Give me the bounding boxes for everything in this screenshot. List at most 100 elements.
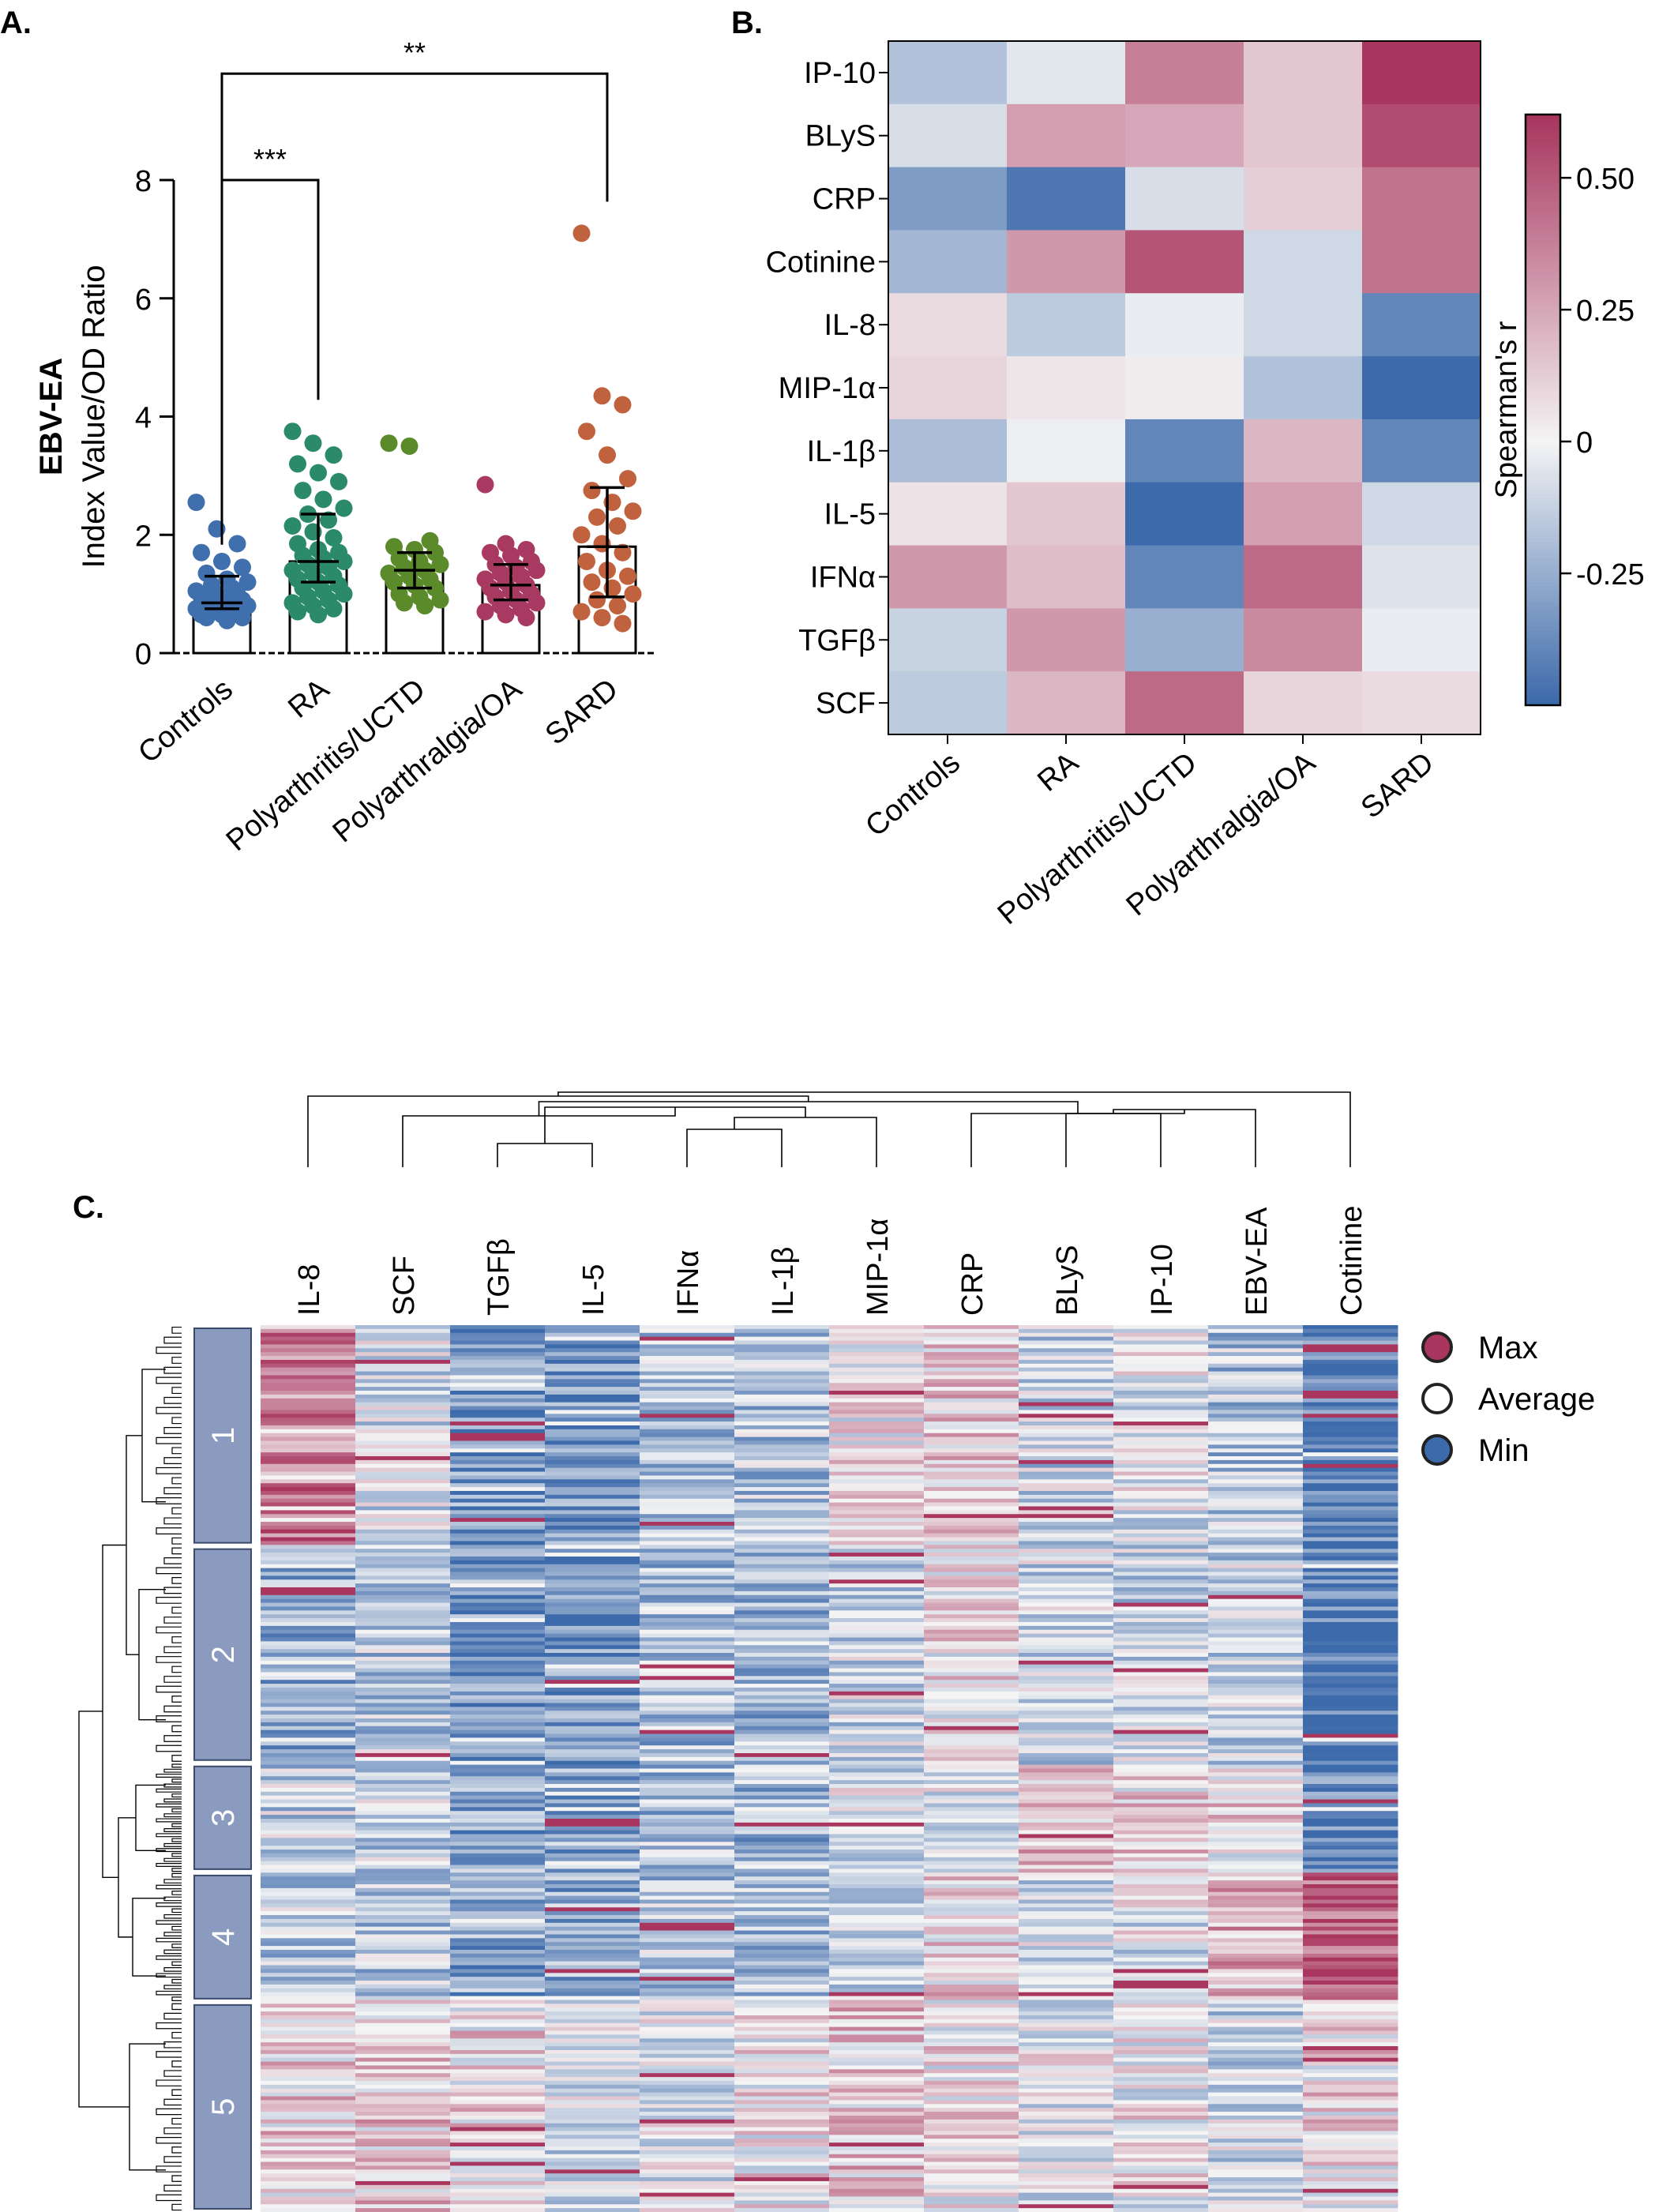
- c-cell: [1019, 1949, 1114, 1955]
- c-cell: [1303, 1421, 1398, 1426]
- c-cell: [1113, 1590, 1209, 1596]
- b-colorbar-step: [1526, 242, 1560, 248]
- c-cell: [1019, 1915, 1114, 1920]
- c-cell: [261, 1953, 356, 1959]
- c-cell: [1019, 1680, 1114, 1684]
- c-cell: [355, 1861, 451, 1866]
- c-cell: [1303, 1629, 1398, 1635]
- c-cell: [545, 2022, 640, 2028]
- c-cell: [450, 1572, 546, 1576]
- c-cell: [1303, 1328, 1398, 1334]
- c-cell: [1208, 1969, 1304, 1974]
- c-cell: [1303, 1545, 1398, 1549]
- c-cell: [545, 1606, 640, 1611]
- c-cell: [640, 1429, 735, 1434]
- c-cell: [1113, 1579, 1209, 1584]
- c-cell: [734, 1733, 830, 1739]
- c-cell: [1113, 1787, 1209, 1793]
- c-cell: [545, 1680, 640, 1684]
- b-colorbar-step: [1526, 124, 1560, 130]
- c-cell: [450, 1907, 546, 1912]
- c-cell: [1019, 2146, 1114, 2151]
- c-cell: [734, 1514, 830, 1519]
- c-dendro-left-leaf: [171, 1868, 182, 1872]
- c-cell: [355, 1575, 451, 1580]
- c-cell: [545, 2092, 640, 2097]
- c-cell: [355, 1502, 451, 1508]
- c-cell: [1303, 1564, 1398, 1569]
- c-cell: [1303, 2135, 1398, 2139]
- c-cell: [1208, 1383, 1304, 1388]
- c-cell: [1019, 1479, 1114, 1484]
- c-cell: [1113, 2019, 1209, 2024]
- c-cell: [450, 1649, 546, 1654]
- c-cell: [355, 1911, 451, 1916]
- c-cell: [545, 1456, 640, 1461]
- c-cell: [261, 1487, 356, 1492]
- c-cell: [545, 2084, 640, 2090]
- c-cell: [734, 1918, 830, 1924]
- c-cell: [1303, 1953, 1398, 1959]
- b-cell: [1125, 103, 1244, 168]
- c-cell: [829, 1887, 925, 1893]
- c-cell: [355, 1352, 451, 1357]
- c-cell: [261, 1352, 356, 1357]
- c-cell: [640, 1911, 735, 1916]
- c-cell: [261, 1684, 356, 1688]
- c-cell: [1019, 1363, 1114, 1369]
- c-cell: [640, 1575, 735, 1580]
- c-cell: [924, 1494, 1019, 1500]
- c-cell: [1303, 1915, 1398, 1920]
- c-cell: [1208, 1587, 1304, 1592]
- c-cell: [829, 2042, 925, 2047]
- c-cell: [1113, 1436, 1209, 1442]
- c-cell: [261, 1414, 356, 1418]
- c-cell: [1303, 1402, 1398, 1407]
- c-cell: [1303, 1359, 1398, 1365]
- c-cell: [261, 2026, 356, 2032]
- a-point: [396, 594, 413, 612]
- c-cell: [1019, 1811, 1114, 1816]
- c-cell: [640, 1737, 735, 1742]
- b-colorbar-frame: [1524, 113, 1562, 707]
- b-colorbar-step: [1526, 640, 1560, 647]
- a-point: [578, 552, 595, 570]
- c-cell: [829, 1633, 925, 1639]
- c-cell: [1303, 1637, 1398, 1642]
- c-cell: [734, 2057, 830, 2063]
- c-cell: [355, 1656, 451, 1662]
- c-cell: [1208, 1375, 1304, 1380]
- c-cell: [261, 2049, 356, 2055]
- c-cell: [829, 1610, 925, 1615]
- c-cell: [640, 1556, 735, 1561]
- b-colorbar-step: [1526, 203, 1560, 209]
- c-cell: [1019, 1425, 1114, 1430]
- c-cell: [1208, 1440, 1304, 1445]
- c-cell: [924, 2180, 1019, 2186]
- c-cell: [640, 1741, 735, 1746]
- c-dendro-left-leaf: [163, 1828, 182, 1833]
- c-cell: [1019, 2204, 1114, 2209]
- b-colorbar-step: [1526, 562, 1560, 569]
- c-cell: [640, 1583, 735, 1588]
- c-cell: [545, 2173, 640, 2178]
- c-cell: [924, 2115, 1019, 2120]
- c-cell: [1113, 1930, 1209, 1936]
- c-cell: [640, 2019, 735, 2024]
- c-cell: [1303, 1448, 1398, 1453]
- c-cell: [1113, 1772, 1209, 1777]
- c-cell: [640, 1587, 735, 1592]
- c-cell: [450, 2073, 546, 2078]
- c-cell: [1019, 1691, 1114, 1696]
- c-cell: [355, 1579, 451, 1584]
- c-cell: [450, 1977, 546, 1981]
- c-cell: [545, 1533, 640, 1538]
- c-dendro-top: [497, 1143, 593, 1167]
- c-cell: [450, 1872, 546, 1877]
- c-cell: [261, 1359, 356, 1365]
- a-point: [619, 470, 636, 488]
- c-cell: [1113, 1737, 1209, 1742]
- c-cell: [1019, 2030, 1114, 2035]
- c-cell: [1019, 2196, 1114, 2201]
- c-cell: [640, 1834, 735, 1838]
